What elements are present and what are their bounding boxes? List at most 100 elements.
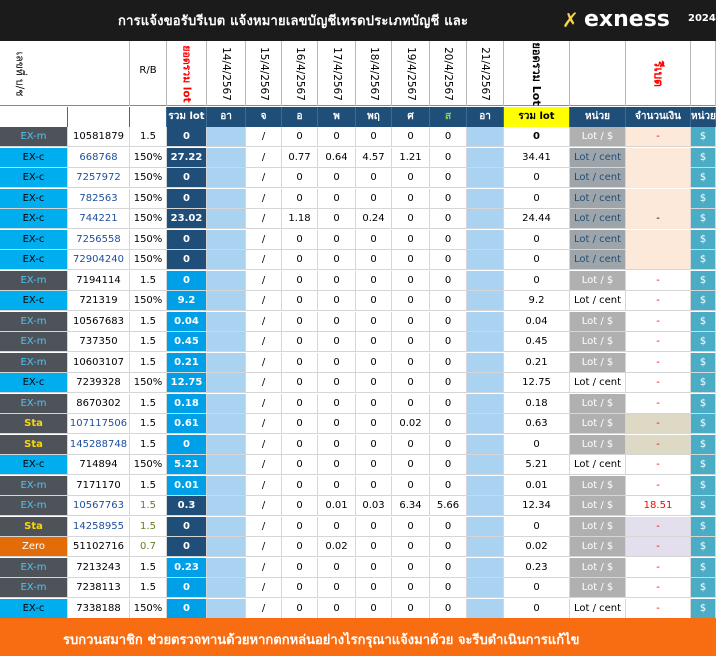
- day-cell-wed: 0: [318, 250, 356, 270]
- day-cell-sat: 0: [430, 127, 467, 147]
- exness-mark-icon: ✗: [562, 8, 579, 32]
- total-lot-value: 0: [167, 168, 207, 188]
- header-rebate-label: รีเบต: [651, 60, 666, 87]
- currency-cell: $: [691, 537, 716, 557]
- unit-cell: Lot / cent: [570, 455, 626, 475]
- table-row: EX-m 7171170 1.5 0.01/0 0 0 0 0 0.01 Lot / $ - $: [0, 475, 716, 496]
- day-cell-sat: 0: [430, 455, 467, 475]
- grand-total-value: 0.45: [504, 332, 570, 352]
- day-cell-fri: 0: [392, 598, 430, 619]
- rebate-amount: [626, 147, 691, 168]
- day-cell-tue: 0: [282, 598, 318, 619]
- subheader-blank: [0, 107, 68, 127]
- rebate-amount: -: [626, 598, 691, 619]
- account-type-badge: EX-c: [0, 455, 68, 475]
- total-lot-value: 0: [167, 127, 207, 147]
- header-date-cell: 14/4/2567: [207, 41, 246, 106]
- day-cell-sun: [207, 373, 246, 393]
- grand-total-value: 24.44: [504, 209, 570, 229]
- rebate-rate: 150%: [130, 147, 167, 168]
- grand-total-value: 0: [504, 188, 570, 209]
- header-grand-total-label: ยอดรวม Lot: [529, 41, 543, 106]
- account-type-badge: EX-c: [0, 598, 68, 619]
- day-cell-tue: 0: [282, 537, 318, 557]
- header-date-label: 21/4/2567: [479, 46, 491, 101]
- unit-cell: Lot / $: [570, 332, 626, 352]
- day-cell-fri: 0: [392, 168, 430, 188]
- day-cell-mon: /: [246, 557, 282, 578]
- day-cell-tue: 0: [282, 455, 318, 475]
- subheader-day: พฤ: [356, 107, 392, 127]
- column-header-row: เลขที่ บ/ช R/B ยอดรวม lot 14/4/2567 15/4/256…: [0, 41, 716, 106]
- account-type-badge: EX-c: [0, 250, 68, 270]
- day-cell-tue: 0: [282, 414, 318, 434]
- account-type-badge: EX-m: [0, 127, 68, 147]
- day-cell-thu: 0: [356, 537, 392, 557]
- currency-cell: $: [691, 168, 716, 188]
- total-lot-value: 0: [167, 229, 207, 250]
- account-number: 7213243: [68, 557, 130, 578]
- day-cell-sat: 0: [430, 475, 467, 496]
- rebate-amount: -: [626, 516, 691, 537]
- total-lot-value: 0.45: [167, 332, 207, 352]
- subheader-blank: [130, 107, 167, 127]
- day-cell-mon: /: [246, 188, 282, 209]
- day-cell-sun-2: [467, 332, 504, 352]
- rebate-amount: [626, 229, 691, 250]
- account-number: 668768: [68, 147, 130, 168]
- day-cell-thu: 0: [356, 291, 392, 311]
- currency-cell: $: [691, 332, 716, 352]
- day-cell-fri: 0: [392, 393, 430, 414]
- day-cell-sun-2: [467, 475, 504, 496]
- day-cell-fri: 0: [392, 291, 430, 311]
- rebate-amount: -: [626, 475, 691, 496]
- grand-total-value: 12.34: [504, 496, 570, 516]
- day-cell-sun: [207, 250, 246, 270]
- title-bar: การแจ้งขอรับรีเบต แจ้งหมายเลขบัญชีเทรดปร…: [0, 0, 716, 41]
- account-type-badge: EX-c: [0, 291, 68, 311]
- day-cell-mon: /: [246, 434, 282, 455]
- day-cell-mon: /: [246, 516, 282, 537]
- day-cell-thu: 0: [356, 455, 392, 475]
- subheader-day: ส: [430, 107, 467, 127]
- grand-total-value: 0: [504, 270, 570, 291]
- header-rebate-cell: รีเบต: [626, 41, 691, 106]
- exness-logo: ✗ exness 2024: [562, 8, 716, 34]
- table-row: EX-c 782563 150% 0/0 0 0 0 0 0 Lot / cent $: [0, 188, 716, 209]
- day-cell-mon: /: [246, 209, 282, 229]
- day-cell-sun-2: [467, 168, 504, 188]
- day-cell-tue: 0: [282, 352, 318, 373]
- day-cell-fri: 0: [392, 209, 430, 229]
- currency-cell: $: [691, 127, 716, 147]
- account-type-badge: Sta: [0, 516, 68, 537]
- day-cell-sun-2: [467, 455, 504, 475]
- day-cell-sat: 0: [430, 352, 467, 373]
- day-cell-sun-2: [467, 373, 504, 393]
- day-cell-tue: 0: [282, 250, 318, 270]
- day-cell-fri: 0: [392, 188, 430, 209]
- day-cell-tue: 0: [282, 168, 318, 188]
- day-cell-mon: /: [246, 393, 282, 414]
- day-cell-fri: 0: [392, 455, 430, 475]
- rebate-amount: 18.51: [626, 496, 691, 516]
- rebate-amount: -: [626, 127, 691, 147]
- day-cell-tue: 0: [282, 291, 318, 311]
- table-row: EX-c 7338188 150% 0/0 0 0 0 0 0 Lot / cent - $: [0, 598, 716, 619]
- day-cell-sun-2: [467, 250, 504, 270]
- day-cell-thu: 0: [356, 414, 392, 434]
- currency-cell: $: [691, 455, 716, 475]
- day-cell-thu: 0: [356, 311, 392, 332]
- rebate-rate: 1.5: [130, 352, 167, 373]
- day-cell-sun: [207, 414, 246, 434]
- day-cell-sun: [207, 229, 246, 250]
- day-cell-wed: 0: [318, 455, 356, 475]
- rebate-rate: 1.5: [130, 496, 167, 516]
- rebate-rate: 1.5: [130, 270, 167, 291]
- currency-cell: $: [691, 311, 716, 332]
- day-cell-thu: 0: [356, 434, 392, 455]
- day-cell-mon: /: [246, 373, 282, 393]
- footer-message: รบกวนสมาชิก ช่วยตรวจทานด้วยหากตกหล่นอย่า…: [63, 633, 580, 648]
- day-cell-sun: [207, 393, 246, 414]
- account-type-badge: EX-m: [0, 270, 68, 291]
- day-cell-tue: 0: [282, 373, 318, 393]
